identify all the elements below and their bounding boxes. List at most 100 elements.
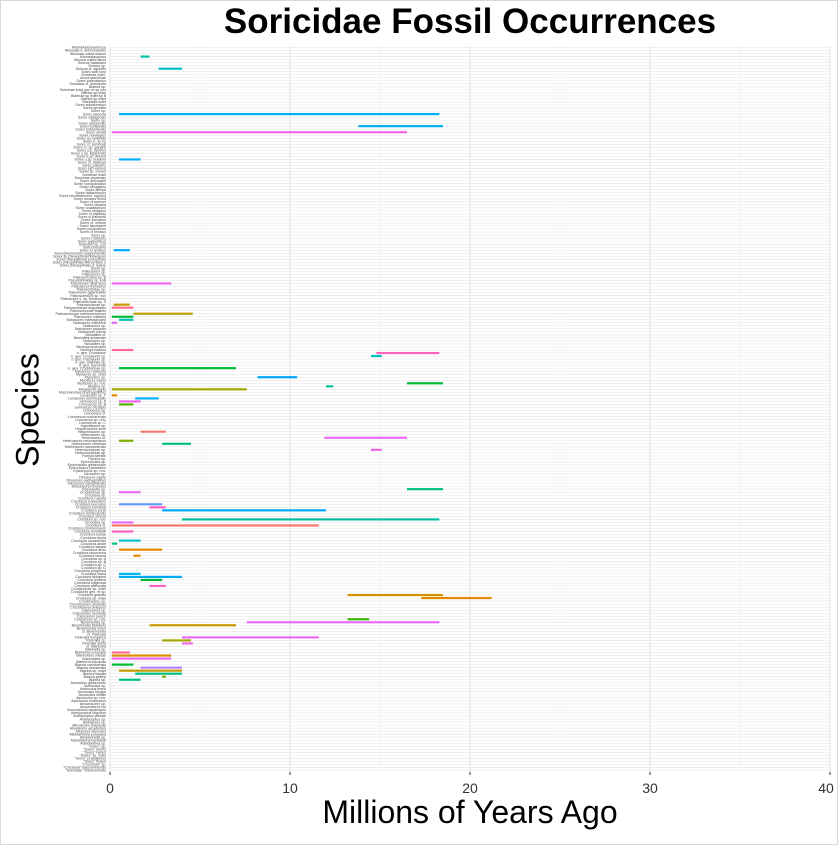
y-tick-label: Limnoecus sp. nov. [75,418,106,422]
y-tick-label: Soricus sp. [88,64,106,68]
y-tick-label: Asoriculus thenii [80,687,106,691]
y-tick-label: Sorex s.sp. Aldonfi [76,155,106,159]
y-tick-label: Heterosoricidae sp. [75,451,106,455]
y-tick-label: Crocidura ainae [81,542,106,546]
range-bar [119,503,163,506]
y-tick-label: Sorex cf palustris [78,212,106,216]
y-tick-label: Sorex bendirei [83,245,106,249]
y-tick-label: Crocidurini gen. et sp. [71,590,106,594]
range-bar [119,403,134,406]
y-tick-label: Sorex sp. [91,233,106,237]
range-bar [111,542,118,545]
range-bar [149,624,236,627]
y-tick-label: Nesiotites sp. [84,342,106,346]
chart-title: Soricidae Fossil Occurrences [223,2,717,41]
y-tick-label: "Sorex" dehmi [83,748,106,752]
y-tick-label: Sorex patoyensis [78,121,106,125]
range-bar [119,572,141,575]
y-tick-label: Paleosoricinae tbalmis [70,309,106,313]
range-bar [113,249,130,252]
y-tick-label: Dinosorex zapfei [79,475,106,479]
y-tick-label: Nesiotites arbaensis [74,336,107,340]
y-tick-label: Dimylosorex tholodus [72,484,107,488]
range-bar [119,158,141,161]
y-tick-label: Beremendia sp. [81,620,106,624]
y-tick-label: Allomeciasaurus [80,55,107,59]
y-tick-label: Asoriculus burgioi [78,690,107,694]
y-tick-label: Dinosorex pachygnathus [66,478,106,482]
y-tick-label: n. gen. Crocidurinae sp. [68,366,106,370]
range-bars [111,55,492,681]
y-tick-label: Sorex saxicola [83,112,106,116]
range-bar [119,367,236,370]
range-bar [111,388,247,391]
y-tick-label: Crocidosorex piveteaui [69,602,106,606]
y-tick-label: Sorex u.sp. doyanni [74,158,106,162]
range-bar [140,430,166,433]
range-bar [119,669,182,672]
y-tick-label: Blarina sp. [89,85,106,89]
y-tick-label: Heterosorex sp. [81,433,106,437]
y-tick-label: Crocidura kapasi [79,545,106,549]
y-tick-label: Limnoecus sp. [83,409,106,413]
y-tick-label: Crocidura sp. A [81,557,106,561]
range-bar [111,394,118,397]
y-tick-label: Sorex sp. [91,109,106,113]
y-tick-label: Soricidae cf. dubraunis [69,82,106,86]
y-tick-label: Anourosorex kui [80,705,106,709]
y-tick-label: Blarina brevicauda [76,660,106,664]
y-tick-label: Crocidosorex antiquus [70,605,106,609]
range-bar [119,491,141,494]
y-tick-label: Sorex (af) vemeoi [78,167,107,171]
x-tick-labels: 0 10 20 30 40 [106,772,834,796]
y-tick-label: Sorex (Neopyrimia) kfervertidos c [53,260,107,264]
y-tick-label: Sorex sp. [91,267,106,271]
x-tick-label: 20 [462,780,478,796]
y-tick-label: Anourosorex squamipes [67,708,106,712]
y-tick-label: n. gen. Crocidurini [77,351,106,355]
y-tick-label: Amblycoptus sp. [80,717,106,721]
y-tick-label: "Sorex" helleri [83,751,106,755]
range-bar [140,55,150,58]
y-tick-label: Notiosorex marsaghoyeii [66,318,106,322]
y-tick-label: Amblycoptus jessiae [73,714,106,718]
y-tick-label: Crocidura hordeolensis [69,512,106,516]
y-tick-label: Blarinella europaea [75,651,106,655]
y-tick-label: Beremendia fissidens [72,623,107,627]
y-tick-label: Crocidura cf. [86,524,106,528]
y-tick-label: Myosorex sp. [85,375,106,379]
y-tick-label: Sorex sisorlaemi [79,224,106,228]
range-bar [162,639,191,642]
y-tick-label: Heterosorex ruemkae [71,442,106,446]
x-tick-label: 10 [282,780,298,796]
y-tick-label: Crocidura fuliginosa [74,581,106,585]
y-tick-label: Asoriculus corsicanus [71,699,106,703]
y-tick-label: Crocidura sp. C [81,563,106,567]
y-tick-label: Alluosala d. ammubatobis [65,49,106,53]
y-tick-label: Episoriculus gibberodon [68,463,106,467]
y-tick-label: Florinia sp. [88,457,106,461]
y-tick-label: Alloblarinella europaea [69,732,106,736]
y-tick-label: Paleosorex sp. [82,270,106,274]
y-tick-label: Limnoecus sp. C [79,421,106,425]
y-tick-label: "Crocidura" kapsominensis [63,766,106,770]
y-tick-label: n. gen. Blarinini sp. [75,360,106,364]
y-tick-label: Sorex(hf) sp. cori [79,242,107,246]
y-tick-label: Blarina sp. indet [80,669,106,673]
y-tick-label: Paleosorex hibernicus [71,282,107,286]
y-tick-label: Heterosorex sansaniensis [65,445,107,449]
range-bar [162,509,326,512]
y-tick-label: Alluosa vullerroticus [74,58,106,62]
y-tick-label: Megasorex gigas [79,388,107,392]
range-bar [111,321,118,324]
y-tick-label: Crocidura lasiura [79,554,106,558]
y-tick-label: Soricus cf. agrestis [76,67,107,71]
range-bar [371,354,382,358]
y-tick-label: Myosorex sp. indet [76,372,106,376]
y-tick-label: Alluvisorex chasseae [72,723,106,727]
y-tick-label: Sorex cf arornus [80,200,107,204]
y-tick-label: Alluosaa colubrovacus [70,52,106,56]
y-tick-label: Adeloblarina berklandi [70,738,106,742]
y-tick-label: Paleosorex sp. [82,273,106,277]
y-tick-label: Pseudotrimiolla sp. kolli [68,279,106,283]
